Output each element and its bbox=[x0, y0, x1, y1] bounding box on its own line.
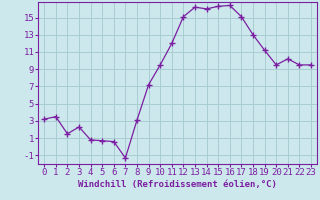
X-axis label: Windchill (Refroidissement éolien,°C): Windchill (Refroidissement éolien,°C) bbox=[78, 180, 277, 189]
